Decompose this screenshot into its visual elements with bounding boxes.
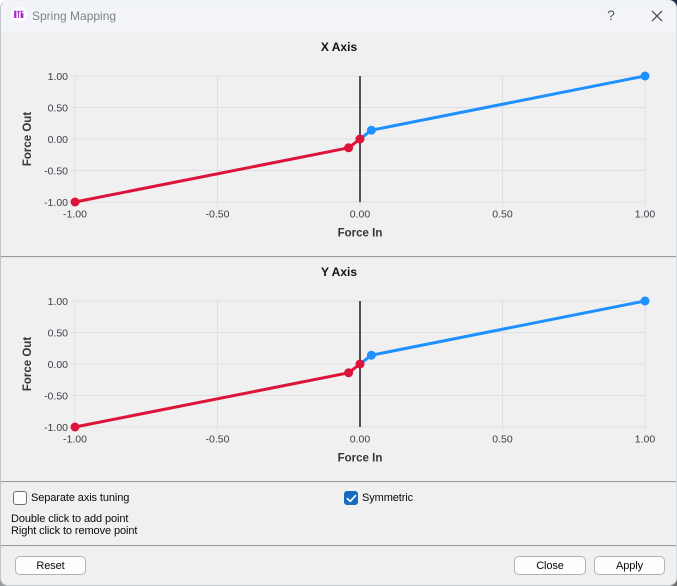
svg-text:1.00: 1.00	[48, 71, 69, 83]
svg-text:0.50: 0.50	[48, 328, 69, 340]
svg-text:-1.00: -1.00	[63, 434, 87, 446]
svg-text:Force Out: Force Out	[22, 112, 34, 166]
svg-text:0.50: 0.50	[492, 209, 513, 221]
svg-text:-0.50: -0.50	[206, 209, 230, 221]
svg-text:0.50: 0.50	[492, 434, 513, 446]
svg-text:1.00: 1.00	[48, 296, 69, 308]
svg-text:-1.00: -1.00	[44, 422, 68, 434]
svg-text:1.00: 1.00	[635, 209, 656, 221]
svg-text:-0.50: -0.50	[206, 434, 230, 446]
svg-text:0.50: 0.50	[48, 103, 69, 115]
svg-text:Force In: Force In	[338, 228, 383, 240]
svg-text:0.00: 0.00	[48, 359, 69, 371]
svg-text:Y Axis: Y Axis	[321, 265, 357, 279]
svg-text:X Axis: X Axis	[321, 40, 358, 54]
svg-text:1.00: 1.00	[635, 434, 656, 446]
svg-text:0.00: 0.00	[350, 209, 371, 221]
svg-text:0.00: 0.00	[350, 434, 371, 446]
svg-text:-0.50: -0.50	[44, 391, 68, 403]
svg-text:Force In: Force In	[338, 453, 383, 465]
svg-text:Force Out: Force Out	[22, 337, 34, 391]
svg-text:0.00: 0.00	[48, 134, 69, 146]
svg-text:-1.00: -1.00	[63, 209, 87, 221]
svg-text:-0.50: -0.50	[44, 166, 68, 178]
svg-text:-1.00: -1.00	[44, 197, 68, 209]
